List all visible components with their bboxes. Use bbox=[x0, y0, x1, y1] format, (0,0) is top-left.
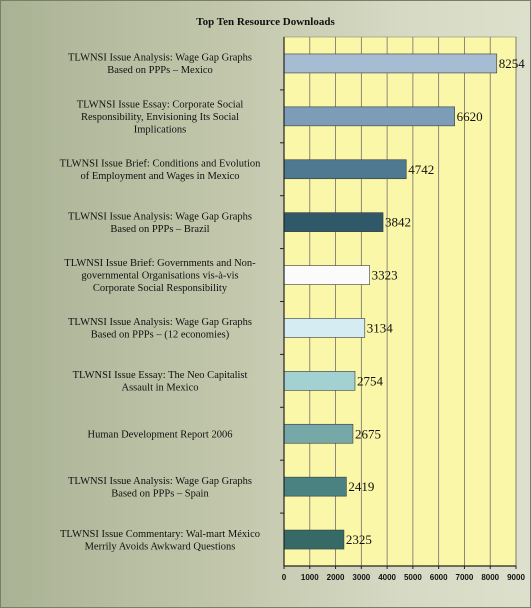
category-label-line: Based on PPPs – Brazil bbox=[110, 224, 209, 235]
bar-group bbox=[283, 476, 347, 497]
category-label: TLWNSI Issue Analysis: Wage Gap Graphs Ba… bbox=[68, 476, 252, 500]
x-tick-label: 8000 bbox=[481, 573, 499, 582]
bar-value-label: 3134 bbox=[367, 320, 394, 335]
x-tick-label: 4000 bbox=[378, 573, 396, 582]
category-label-line: TLWNSI Issue Analysis: Wage Gap Graphs bbox=[68, 317, 252, 328]
bar-value-label: 2675 bbox=[355, 426, 381, 441]
category-label-line: TLWNSI Issue Essay: Corporate Social bbox=[77, 99, 244, 110]
bar-group bbox=[283, 159, 407, 180]
category-label-line: Based on PPPs – Spain bbox=[111, 488, 209, 499]
category-label: Human Development Report 2006 bbox=[88, 429, 233, 440]
category-label-line: Merrily Avoids Awkward Questions bbox=[85, 541, 236, 552]
category-label-line: Human Development Report 2006 bbox=[88, 429, 233, 440]
category-label: TLWNSI Issue Brief: Conditions and Evolu… bbox=[60, 159, 261, 183]
category-label: TLWNSI Issue Analysis: Wage Gap Graphs Ba… bbox=[68, 53, 252, 76]
category-label: TLWNSI Issue Analysis: Wage Gap Graphs Ba… bbox=[68, 211, 252, 235]
bar-value-label: 2754 bbox=[357, 373, 384, 388]
bar bbox=[283, 53, 498, 74]
category-label-line: governmental Organisations vis-à-vis bbox=[81, 271, 238, 282]
bar bbox=[283, 476, 347, 497]
category-label-line: TLWNSI Issue Analysis: Wage Gap Graphs bbox=[68, 476, 252, 487]
x-tick-label: 3000 bbox=[352, 573, 370, 582]
bar bbox=[283, 265, 370, 285]
category-label: TLWNSI Issue Essay: The Neo Capitalist As… bbox=[73, 370, 248, 394]
bar bbox=[283, 423, 354, 444]
bar-value-label: 3842 bbox=[385, 215, 411, 230]
category-label-line: Based on PPPs – Mexico bbox=[107, 65, 213, 76]
bar bbox=[283, 159, 407, 180]
x-tick-label: 5000 bbox=[404, 573, 422, 582]
category-label-line: Based on PPPs – (12 economies) bbox=[91, 330, 230, 341]
bar bbox=[283, 529, 345, 550]
category-label: TLWNSI Issue Essay: Corporate Social Resp… bbox=[77, 99, 244, 135]
x-tick-label: 7000 bbox=[456, 573, 474, 582]
bar-group bbox=[283, 265, 370, 285]
bar-value-label: 3323 bbox=[372, 268, 398, 283]
category-label: TLWNSI Issue Analysis: Wage Gap Graphs Ba… bbox=[68, 317, 252, 341]
category-label-line: TLWNSI Issue Brief: Conditions and Evolu… bbox=[60, 159, 261, 170]
category-label-line: Assault in Mexico bbox=[122, 383, 199, 394]
bar-value-label: 6620 bbox=[457, 109, 483, 124]
category-label-line: TLWNSI Issue Essay: The Neo Capitalist bbox=[73, 370, 248, 381]
category-label-line: Responsibility, Envisioning Its Social bbox=[81, 112, 239, 123]
bar-group bbox=[283, 371, 356, 391]
x-tick-label: 2000 bbox=[327, 573, 345, 582]
bar-group bbox=[283, 106, 455, 127]
category-label-line: Implications bbox=[134, 124, 187, 135]
x-tick-label: 6000 bbox=[430, 573, 448, 582]
category-label-line: TLWNSI Issue Brief: Governments and Non- bbox=[64, 258, 256, 269]
bar bbox=[283, 371, 356, 391]
category-label-line: of Employment and Wages in Mexico bbox=[80, 171, 239, 182]
bar-value-label: 2325 bbox=[346, 532, 372, 547]
bar bbox=[283, 318, 366, 338]
category-label: TLWNSI Issue Brief: Governments and Non-… bbox=[64, 258, 256, 294]
category-label-line: Corporate Social Responsibility bbox=[93, 283, 228, 294]
bar bbox=[283, 212, 384, 232]
bar-value-label: 4742 bbox=[408, 162, 434, 177]
bar-group bbox=[283, 423, 354, 444]
bar-value-label: 2419 bbox=[348, 479, 374, 494]
category-label: TLWNSI Issue Commentary: Wal-mart México… bbox=[60, 529, 260, 553]
category-label-line: TLWNSI Issue Commentary: Wal-mart México bbox=[60, 529, 260, 540]
x-tick-label: 1000 bbox=[301, 573, 319, 582]
category-label-line: TLWNSI Issue Analysis: Wage Gap Graphs bbox=[68, 211, 252, 222]
x-tick-label: 9000 bbox=[507, 573, 525, 582]
bar bbox=[283, 106, 455, 127]
x-tick-label: 0 bbox=[282, 573, 287, 582]
bar-group bbox=[283, 318, 366, 338]
chart-title: Top Ten Resource Downloads bbox=[196, 16, 335, 28]
category-label-line: TLWNSI Issue Analysis: Wage Gap Graphs bbox=[68, 53, 252, 64]
bar-group bbox=[283, 529, 345, 550]
bar-group bbox=[283, 212, 384, 232]
bar-group bbox=[283, 53, 498, 74]
bar-value-label: 8254 bbox=[499, 56, 526, 71]
